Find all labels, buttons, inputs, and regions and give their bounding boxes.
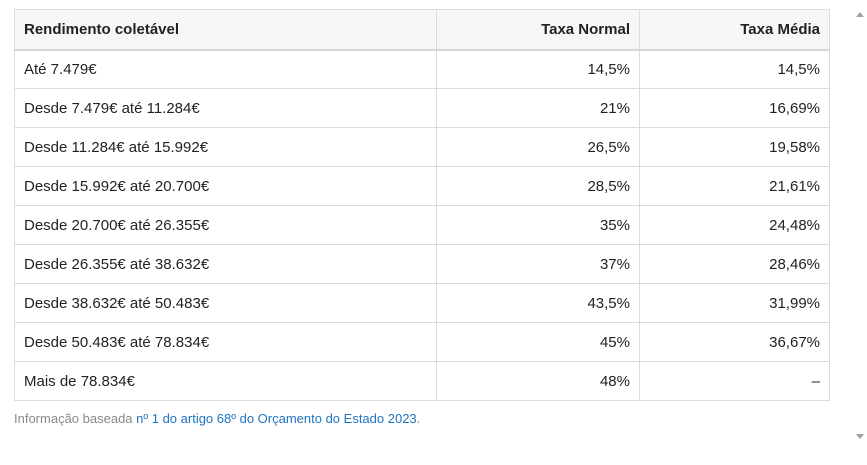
table-row: Mais de 78.834€ 48% –: [14, 361, 830, 401]
income-bracket: Desde 26.355€ até 38.632€: [14, 244, 437, 284]
table-row: Desde 11.284€ até 15.992€ 26,5% 19,58%: [14, 127, 830, 167]
footnote-prefix: Informação baseada: [14, 411, 137, 426]
vertical-scrollbar[interactable]: [853, 0, 867, 465]
average-rate: 31,99%: [639, 283, 830, 323]
table-row: Desde 7.479€ até 11.284€ 21% 16,69%: [14, 88, 830, 128]
average-rate: 36,67%: [639, 322, 830, 362]
tax-rates-table: Rendimento coletável Taxa Normal Taxa Mé…: [14, 9, 830, 401]
normal-rate: 21%: [436, 88, 640, 128]
normal-rate: 35%: [436, 205, 640, 245]
header-taxable-income: Rendimento coletável: [14, 9, 437, 51]
average-rate: 14,5%: [639, 49, 830, 89]
average-rate: 16,69%: [639, 88, 830, 128]
average-rate: 24,48%: [639, 205, 830, 245]
header-row: Rendimento coletável Taxa Normal Taxa Mé…: [14, 9, 830, 51]
normal-rate: 43,5%: [436, 283, 640, 323]
table-row: Desde 26.355€ até 38.632€ 37% 28,46%: [14, 244, 830, 284]
normal-rate: 28,5%: [436, 166, 640, 206]
income-bracket: Desde 15.992€ até 20.700€: [14, 166, 437, 206]
table-row: Desde 50.483€ até 78.834€ 45% 36,67%: [14, 322, 830, 362]
header-average-rate: Taxa Média: [639, 9, 830, 51]
income-bracket: Até 7.479€: [14, 49, 437, 89]
table-row: Até 7.479€ 14,5% 14,5%: [14, 49, 830, 89]
normal-rate: 14,5%: [436, 49, 640, 89]
normal-rate: 26,5%: [436, 127, 640, 167]
income-bracket: Desde 38.632€ até 50.483€: [14, 283, 437, 323]
footnote-suffix: .: [416, 411, 421, 426]
scroll-up-arrow-icon[interactable]: [856, 12, 864, 17]
average-rate: –: [639, 361, 830, 401]
income-bracket: Desde 50.483€ até 78.834€: [14, 322, 437, 362]
average-rate: 21,61%: [639, 166, 830, 206]
average-rate: 19,58%: [639, 127, 830, 167]
content-area: Rendimento coletável Taxa Normal Taxa Mé…: [14, 9, 830, 426]
income-bracket: Desde 20.700€ até 26.355€: [14, 205, 437, 245]
header-normal-rate: Taxa Normal: [436, 9, 640, 51]
table-body: Até 7.479€ 14,5% 14,5% Desde 7.479€ até …: [14, 49, 830, 401]
source-footnote: Informação baseada nº 1 do artigo 68º do…: [14, 411, 829, 426]
normal-rate: 37%: [436, 244, 640, 284]
income-bracket: Desde 7.479€ até 11.284€: [14, 88, 437, 128]
income-bracket: Desde 11.284€ até 15.992€: [14, 127, 437, 167]
normal-rate: 48%: [436, 361, 640, 401]
law-article-link[interactable]: nº 1 do artigo 68º do Orçamento do Estad…: [136, 411, 417, 426]
table-header: Rendimento coletável Taxa Normal Taxa Mé…: [14, 9, 830, 51]
income-bracket: Mais de 78.834€: [14, 361, 437, 401]
normal-rate: 45%: [436, 322, 640, 362]
table-row: Desde 20.700€ até 26.355€ 35% 24,48%: [14, 205, 830, 245]
table-row: Desde 15.992€ até 20.700€ 28,5% 21,61%: [14, 166, 830, 206]
average-rate: 28,46%: [639, 244, 830, 284]
scroll-down-arrow-icon[interactable]: [856, 434, 864, 439]
table-row: Desde 38.632€ até 50.483€ 43,5% 31,99%: [14, 283, 830, 323]
